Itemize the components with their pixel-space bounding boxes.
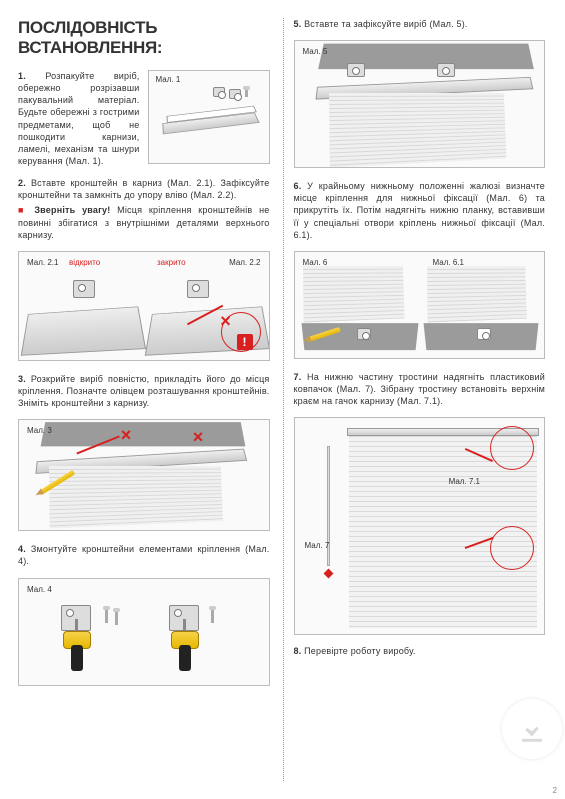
step-6-text: 6. У крайньому нижньому положенні жалюзі…: [294, 180, 546, 241]
download-overlay-icon[interactable]: [502, 699, 562, 759]
step-body: Розкрийте виріб повністю, прикладіть йог…: [18, 374, 270, 408]
bracket-closed: [187, 280, 209, 298]
rail-left: [21, 306, 146, 355]
parts-cluster: [213, 87, 253, 105]
figure-7-label: Мал. 7: [303, 540, 332, 551]
figure-4: Мал. 4: [18, 578, 270, 686]
x-icon: ×: [217, 312, 235, 330]
step-num: 8.: [294, 646, 302, 656]
blind-slats: [49, 466, 223, 529]
detail-circle-top: [490, 426, 534, 470]
label-open: відкрито: [67, 257, 102, 268]
step-4-text: 4. Змонтуйте кронштейни елементами кріпл…: [18, 543, 270, 567]
figure-71-label: Мал. 7.1: [447, 476, 482, 487]
step-3-text: 3. Розкрийте виріб повністю, прикладіть …: [18, 373, 270, 409]
figure-21-label: Мал. 2.1: [25, 257, 60, 268]
figure-5: Мал. 5: [294, 40, 546, 168]
step-num: 4.: [18, 544, 26, 554]
bracket: [437, 63, 455, 77]
detail-circle-bottom: [490, 526, 534, 570]
x-icon: ×: [117, 426, 135, 444]
wand-tip-icon: [323, 569, 333, 579]
step-2: 2. Вставте кронштейн в карниз (Мал. 2.1)…: [18, 177, 270, 241]
step-body: Вставте та зафіксуйте виріб (Мал. 5).: [304, 19, 468, 29]
page-title: ПОСЛІДОВНІСТЬ ВСТАНОВЛЕННЯ:: [18, 18, 270, 58]
figure-4-label: Мал. 4: [25, 584, 54, 595]
step-body: Вставте кронштейн в карниз (Мал. 2.1). З…: [18, 178, 269, 200]
figure-6-label: Мал. 6: [301, 257, 330, 268]
figure-22-label: Мал. 2.2: [227, 257, 262, 268]
alert-icon: !: [237, 334, 253, 350]
step-body: Перевірте роботу виробу.: [304, 646, 415, 656]
step-5-text: 5. Вставте та зафіксуйте виріб (Мал. 5).: [294, 18, 546, 30]
step-num: 3.: [18, 374, 26, 384]
left-column: ПОСЛІДОВНІСТЬ ВСТАНОВЛЕННЯ: 1. Розпакуйт…: [18, 18, 282, 781]
bottom-clip: [477, 328, 491, 340]
figure-61-label: Мал. 6.1: [431, 257, 466, 268]
step-body: У крайньому нижньому положенні жалюзі ви…: [294, 181, 546, 240]
bracket: [347, 63, 365, 77]
slats-left: [303, 266, 404, 322]
figure-6: Мал. 6 Мал. 6.1: [294, 251, 546, 359]
ceiling: [41, 422, 246, 446]
step-8: 8. Перевірте роботу виробу.: [294, 645, 546, 657]
step-1: 1. Розпакуйте виріб, обережно розрізавши…: [18, 70, 270, 167]
step-body: Розпакуйте виріб, обережно розрізавши па…: [18, 71, 140, 166]
step-5: 5. Вставте та зафіксуйте виріб (Мал. 5).: [294, 18, 546, 30]
step-num: 2.: [18, 178, 26, 188]
step-1-text: 1. Розпакуйте виріб, обережно розрізавши…: [18, 70, 140, 167]
step-body: На нижню частину тростини надягніть плас…: [294, 372, 546, 406]
step-8-text: 8. Перевірте роботу виробу.: [294, 645, 546, 657]
step-7-text: 7. На нижню частину тростини надягніть п…: [294, 371, 546, 407]
step-num: 6.: [294, 181, 302, 191]
step-body: Змонтуйте кронштейни елементами кріпленн…: [18, 544, 270, 566]
step-6: 6. У крайньому нижньому положенні жалюзі…: [294, 180, 546, 241]
step-4: 4. Змонтуйте кронштейни елементами кріпл…: [18, 543, 270, 567]
screw: [115, 611, 118, 625]
step-num: 1.: [18, 71, 26, 81]
warn-label: Зверніть увагу!: [34, 205, 110, 215]
figure-5-label: Мал. 5: [301, 46, 330, 57]
figure-2: Мал. 2.1 відкрито закрито Мал. 2.2 ! ×: [18, 251, 270, 361]
step-2-warning: ■ Зверніть увагу! Місця кріплення кроншт…: [18, 204, 270, 240]
figure-1: Мал. 1: [148, 70, 270, 164]
drill-icon: [165, 631, 205, 681]
step-num: 5.: [294, 19, 302, 29]
x-icon: ×: [189, 428, 207, 446]
page-number: 2: [553, 786, 557, 795]
figure-3-label: Мал. 3: [25, 425, 54, 436]
step-2-text: 2. Вставте кронштейн в карниз (Мал. 2.1)…: [18, 177, 270, 201]
figure-1-label: Мал. 1: [154, 74, 183, 85]
blind-slats: [329, 93, 506, 168]
screw: [211, 609, 214, 623]
bottom-clip: [357, 328, 371, 340]
step-num: 7.: [294, 372, 302, 382]
figure-3: Мал. 3 × ×: [18, 419, 270, 531]
figure-7: Мал. 7 Мал. 7.1: [294, 417, 546, 635]
right-column: 5. Вставте та зафіксуйте виріб (Мал. 5).…: [282, 18, 546, 781]
slats-right: [427, 266, 527, 322]
drill-icon: [57, 631, 97, 681]
step-7: 7. На нижню частину тростини надягніть п…: [294, 371, 546, 407]
step-3: 3. Розкрийте виріб повністю, прикладіть …: [18, 373, 270, 409]
screw: [105, 609, 108, 623]
label-closed: закрито: [155, 257, 188, 268]
bracket-open: [73, 280, 95, 298]
page-columns: ПОСЛІДОВНІСТЬ ВСТАНОВЛЕННЯ: 1. Розпакуйт…: [18, 18, 545, 781]
warn-icon: ■: [18, 205, 34, 215]
